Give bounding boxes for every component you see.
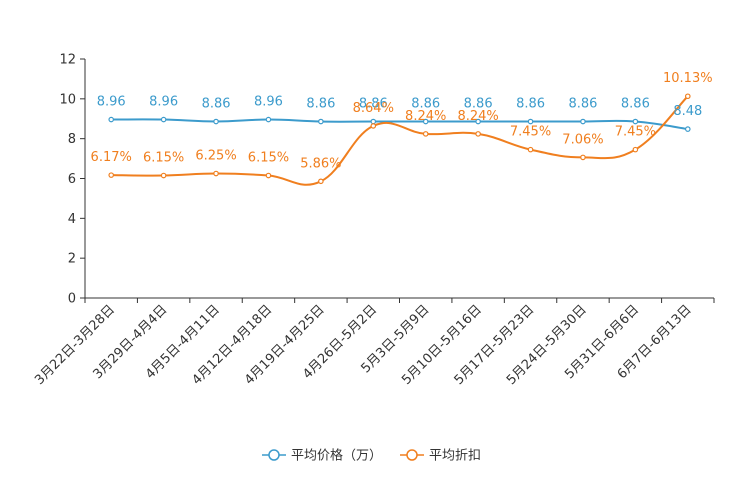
x-axis: 3月22日-3月28日3月29日-4月4日4月5日-4月11日4月12日-4月1… — [32, 297, 715, 388]
legend-label: 平均价格（万） — [291, 448, 382, 464]
data-label: 8.48 — [673, 104, 702, 119]
y-tick-label: 0 — [68, 292, 76, 307]
data-label: 6.25% — [195, 149, 236, 164]
data-label: 8.64% — [353, 101, 394, 116]
data-label: 7.45% — [510, 125, 551, 140]
y-axis: 0 2 4 6 8 10 12 — [59, 53, 86, 307]
series-lines — [108, 93, 691, 186]
data-label: 6.17% — [91, 150, 132, 165]
data-point[interactable] — [318, 178, 324, 185]
legend-label: 平均折扣 — [429, 449, 481, 464]
data-point[interactable] — [318, 118, 324, 125]
data-point[interactable] — [265, 172, 272, 179]
data-label: 8.96 — [149, 95, 178, 110]
legend[interactable]: 平均价格（万） 平均折扣 — [262, 448, 481, 464]
data-label: 8.96 — [254, 95, 283, 110]
data-label: 8.24% — [405, 109, 446, 124]
data-label: 7.45% — [615, 125, 656, 140]
data-point[interactable] — [684, 126, 691, 132]
data-point[interactable] — [213, 170, 219, 177]
data-label: 7.06% — [562, 132, 603, 147]
data-point[interactable] — [160, 116, 167, 123]
series-line-0 — [111, 118, 688, 131]
data-point[interactable] — [632, 146, 639, 153]
data-label: 6.15% — [143, 151, 184, 166]
data-point[interactable] — [580, 118, 586, 125]
data-label: 8.86 — [464, 97, 493, 112]
data-label: 5.86% — [300, 156, 341, 171]
data-point[interactable] — [422, 131, 429, 137]
legend-marker-icon — [268, 449, 280, 461]
data-labels: 8.96 8.96 8.86 8.96 8.86 8.86 8.86 8.86 8.86 8.86… — [91, 71, 713, 171]
y-tick-label: 10 — [59, 92, 76, 107]
data-point[interactable] — [475, 131, 481, 137]
y-tick-label: 6 — [68, 172, 76, 187]
data-point[interactable] — [422, 118, 429, 125]
data-label: 8.96 — [97, 95, 126, 110]
data-label: 8.86 — [568, 97, 597, 112]
data-label: 8.86 — [202, 97, 231, 112]
data-point[interactable] — [632, 118, 639, 125]
data-point[interactable] — [684, 93, 691, 100]
data-label: 8.86 — [621, 97, 650, 112]
data-point[interactable] — [370, 123, 377, 129]
y-tick-label: 4 — [68, 212, 76, 227]
data-label: 8.24% — [457, 109, 498, 124]
data-point[interactable] — [108, 172, 115, 178]
data-point[interactable] — [527, 146, 534, 153]
data-point[interactable] — [108, 116, 115, 123]
data-point[interactable] — [475, 118, 481, 125]
legend-item-0[interactable]: 平均价格（万） — [262, 448, 382, 464]
data-point[interactable] — [160, 172, 167, 179]
data-point[interactable] — [527, 118, 534, 125]
data-label: 6.15% — [248, 151, 289, 166]
y-tick-label: 8 — [68, 132, 76, 147]
data-label: 8.86 — [411, 97, 440, 112]
data-point[interactable] — [370, 118, 377, 125]
data-label: 8.86 — [516, 97, 545, 112]
data-point[interactable] — [580, 154, 586, 161]
data-point[interactable] — [213, 118, 219, 125]
legend-marker-icon — [406, 449, 418, 461]
data-label: 10.13% — [663, 71, 713, 86]
legend-item-1[interactable]: 平均折扣 — [400, 449, 481, 464]
data-label: 8.86 — [359, 97, 388, 112]
y-tick-label: 2 — [68, 252, 76, 267]
data-label: 8.86 — [306, 97, 335, 112]
data-point[interactable] — [265, 116, 272, 123]
y-tick-label: 12 — [59, 53, 76, 68]
